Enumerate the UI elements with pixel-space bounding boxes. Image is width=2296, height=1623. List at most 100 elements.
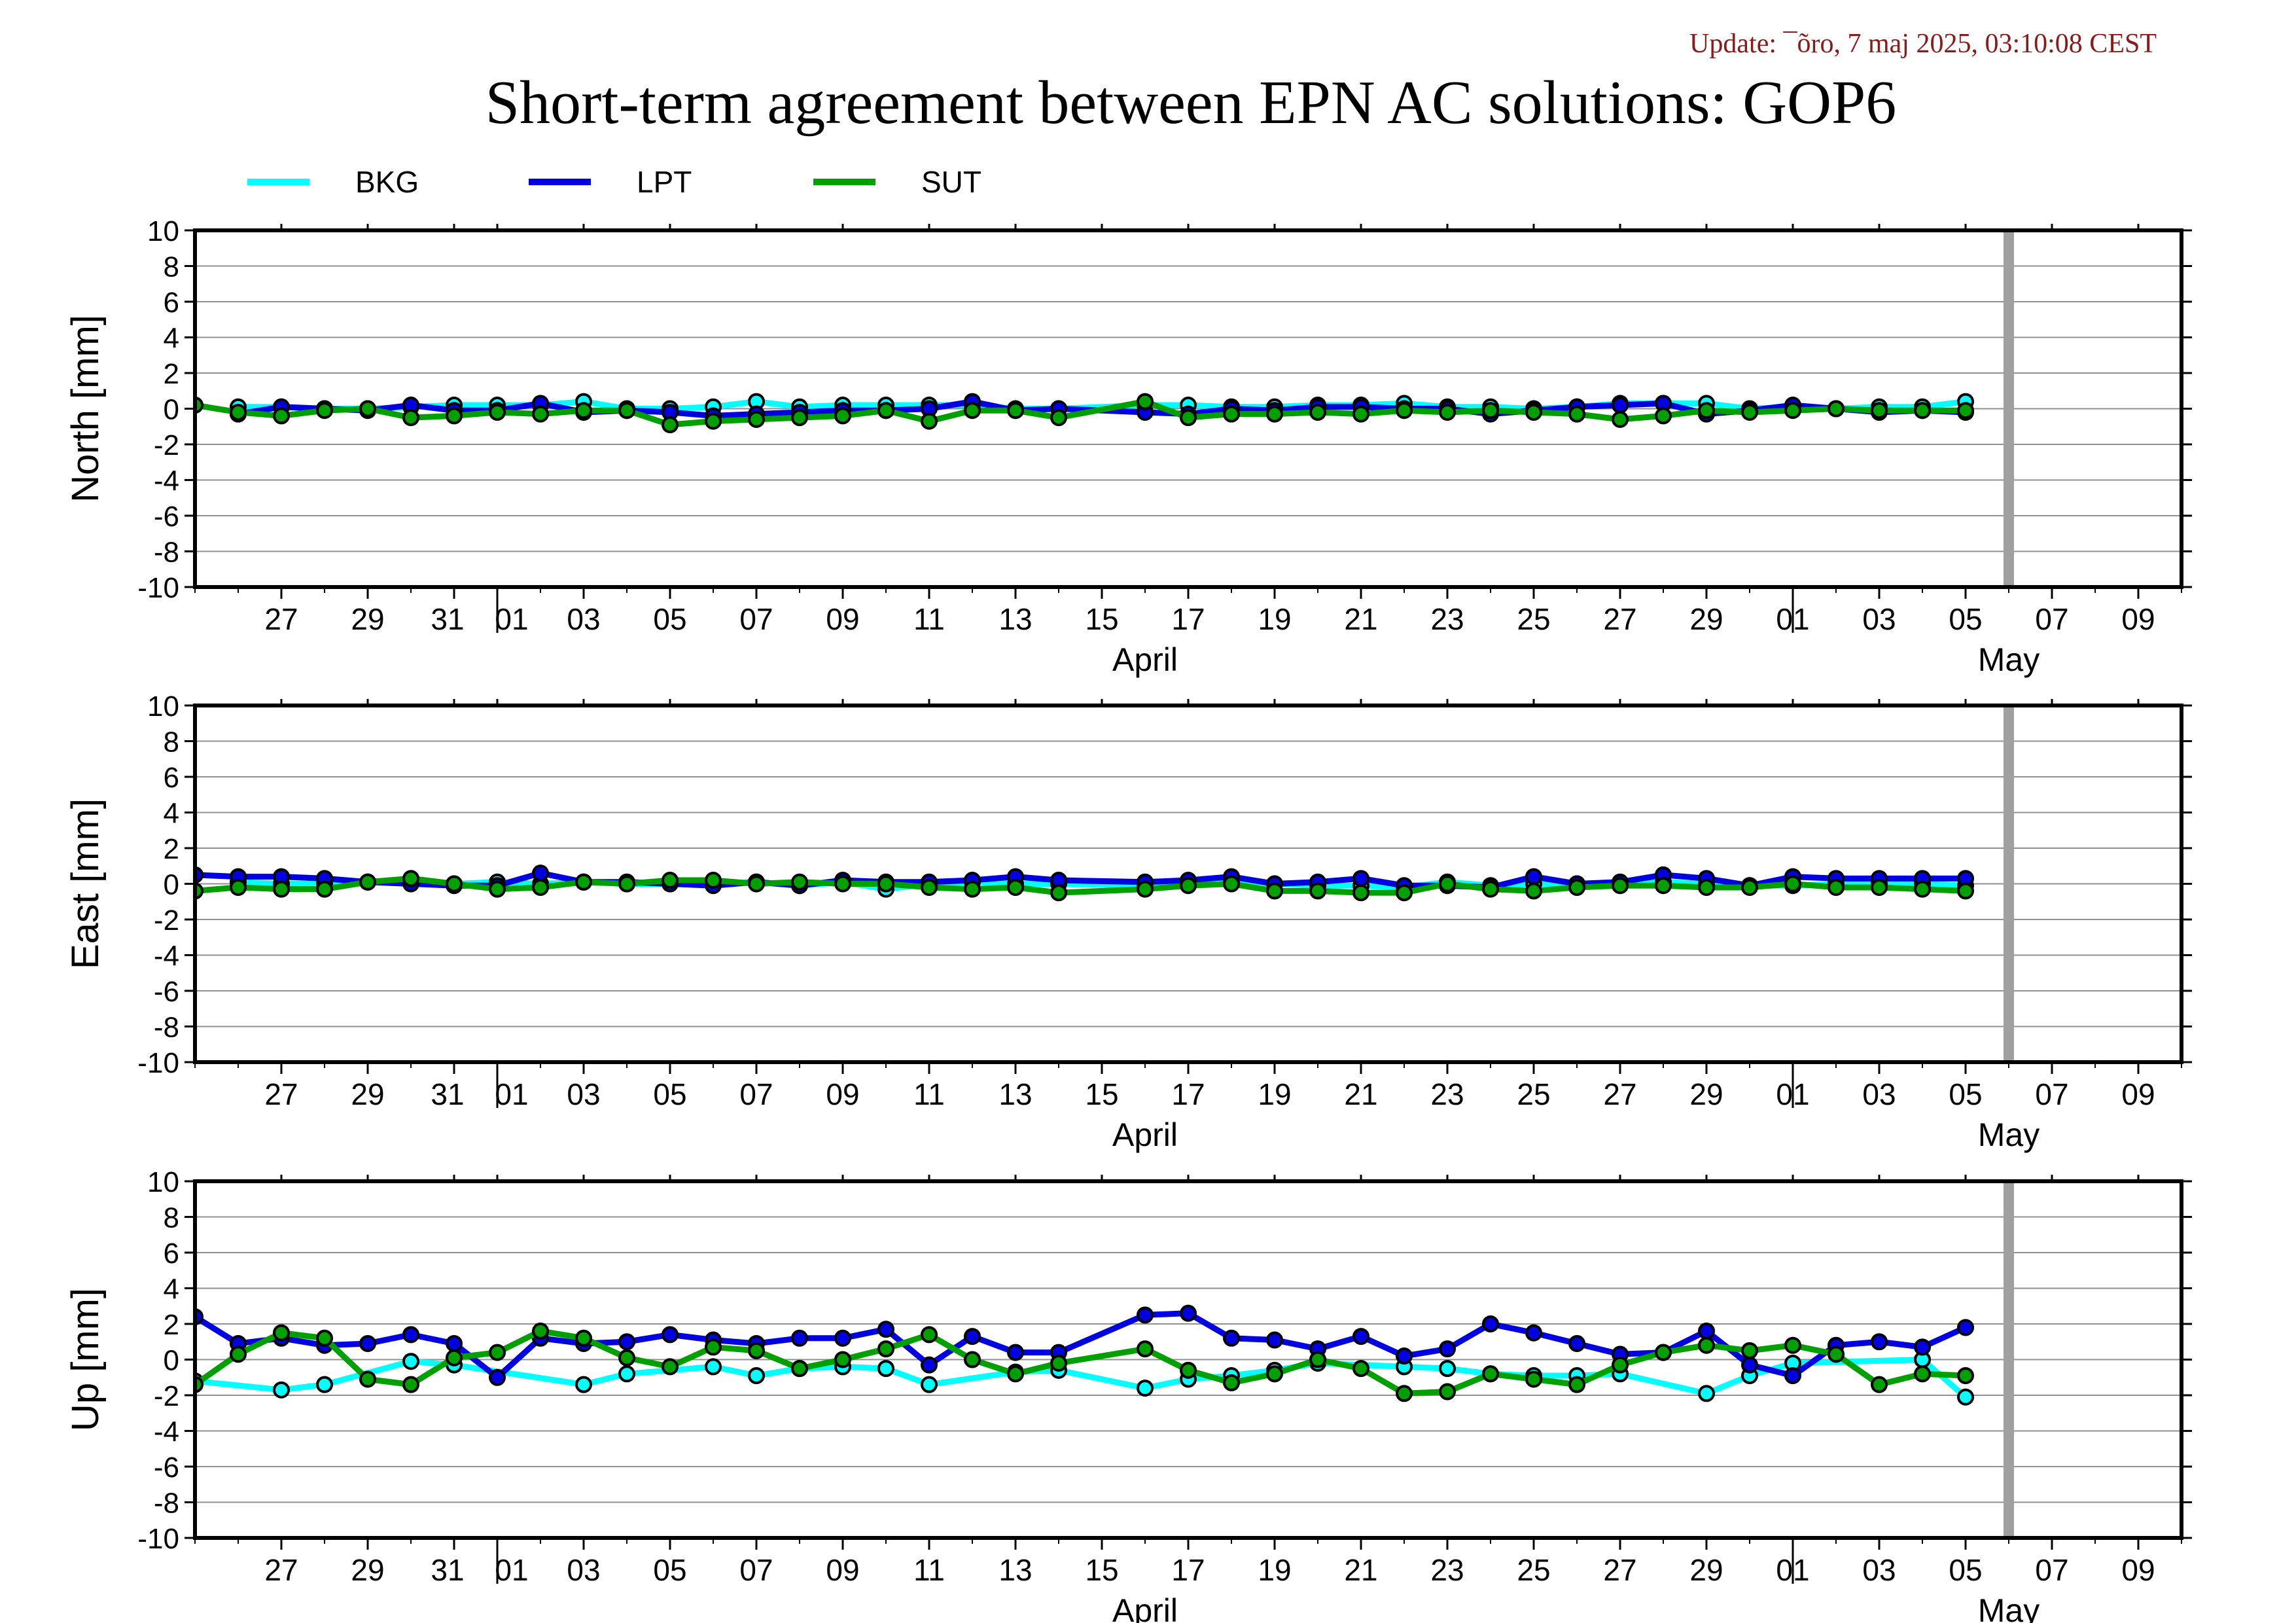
data-point-bkg [316, 1376, 333, 1393]
data-point-sut [1223, 875, 1240, 893]
data-point-sut [1137, 393, 1154, 410]
data-point-lpt [1612, 397, 1629, 414]
data-point-sut [1568, 878, 1585, 896]
x-tick-label: 25 [1517, 1553, 1550, 1587]
data-point-sut [1741, 403, 1758, 421]
data-point-sut [273, 1324, 290, 1342]
data-point-sut [1784, 402, 1801, 419]
data-point-sut [1352, 1360, 1369, 1378]
data-point-sut [1784, 1336, 1801, 1354]
x-tick-label: 09 [2121, 602, 2155, 636]
data-point-sut [618, 402, 635, 419]
x-tick-label: 11 [913, 1077, 945, 1111]
x-tick-label: 27 [264, 1077, 298, 1111]
data-point-sut [1612, 410, 1629, 428]
x-tick-label: 07 [2035, 1553, 2068, 1587]
data-point-lpt [1482, 1315, 1499, 1332]
data-point-sut [1828, 1346, 1845, 1363]
data-point-sut [316, 1329, 333, 1347]
data-point-sut [1871, 402, 1888, 419]
data-point-bkg [402, 1353, 419, 1370]
y-tick-label: -2 [154, 429, 179, 461]
data-point-sut [877, 875, 894, 893]
data-point-bkg [618, 1365, 635, 1383]
y-tick-label: 6 [164, 762, 179, 794]
data-point-sut [1525, 882, 1542, 900]
x-tick-label: 03 [567, 1553, 600, 1587]
data-point-sut [1612, 877, 1629, 895]
x-tick-label: 13 [998, 602, 1032, 636]
data-point-sut [1568, 1376, 1585, 1393]
data-point-sut [1698, 402, 1715, 419]
y-tick-label: -10 [137, 1047, 179, 1079]
data-point-sut [575, 1329, 592, 1347]
y-tick-label: -6 [154, 976, 179, 1008]
x-tick-label: 05 [1949, 1553, 1982, 1587]
data-point-sut [964, 880, 981, 898]
chart-title: Short-term agreement between EPN AC solu… [486, 69, 1897, 137]
data-point-sut [921, 1326, 938, 1344]
data-point-sut [1439, 875, 1456, 893]
y-tick-label: 2 [164, 833, 179, 865]
x-tick-label: 03 [567, 1077, 600, 1111]
y-tick-label: 0 [164, 1345, 179, 1377]
data-point-sut [1698, 878, 1715, 896]
y-tick-label: 2 [164, 1309, 179, 1341]
data-point-sut [1007, 402, 1024, 419]
y-tick-label: 0 [164, 394, 179, 426]
data-point-sut [662, 872, 679, 889]
y-tick-label: -6 [154, 501, 179, 533]
x-tick-label: 27 [1603, 602, 1636, 636]
data-point-lpt [1698, 1322, 1715, 1340]
data-point-sut [1482, 402, 1499, 419]
data-point-sut [1914, 402, 1931, 419]
data-point-lpt [1871, 1333, 1888, 1351]
x-tick-label: 25 [1517, 602, 1550, 636]
x-tick-label: 01 [495, 602, 528, 636]
data-point-sut [1223, 405, 1240, 423]
x-tick-label: 03 [1862, 602, 1896, 636]
data-point-lpt [446, 1334, 463, 1352]
data-point-sut [1914, 880, 1931, 898]
data-point-sut [834, 407, 851, 425]
data-point-lpt [964, 1328, 981, 1346]
plot-frame [193, 228, 2183, 589]
data-point-sut [1309, 1351, 1326, 1368]
data-point-sut [705, 872, 722, 889]
data-point-sut [489, 1344, 506, 1361]
x-tick-label: 07 [739, 1553, 773, 1587]
x-tick-label: 03 [1862, 1077, 1896, 1111]
x-tick-label: 27 [1603, 1077, 1636, 1111]
data-point-lpt [1957, 1319, 1974, 1336]
x-tick-label: 01 [495, 1077, 528, 1111]
y-tick-label: 8 [164, 726, 179, 758]
x-tick-label: 11 [913, 1553, 945, 1587]
data-point-lpt [1396, 1347, 1413, 1365]
data-point-sut [1828, 400, 1845, 418]
y-tick-label: 2 [164, 358, 179, 390]
data-point-sut [402, 870, 419, 887]
x-tick-label: 21 [1344, 1553, 1377, 1587]
data-point-sut [1568, 405, 1585, 423]
data-point-lpt [402, 1326, 419, 1344]
x-tick-label: 27 [1603, 1553, 1636, 1587]
data-point-sut [230, 1346, 247, 1363]
data-point-bkg [705, 1358, 722, 1376]
data-point-sut [662, 1358, 679, 1376]
x-tick-label: 05 [653, 1553, 686, 1587]
data-point-sut [446, 875, 463, 893]
y-tick-label: -4 [154, 1416, 179, 1448]
y-tick-label: -10 [137, 1523, 179, 1555]
x-tick-label: 07 [2035, 602, 2068, 636]
data-point-lpt [1439, 1340, 1456, 1358]
data-point-sut [877, 1340, 894, 1358]
data-point-sut [1957, 402, 1974, 419]
data-point-sut [705, 412, 722, 430]
data-point-lpt [1007, 1344, 1024, 1361]
x-tick-label: 05 [1949, 602, 1982, 636]
data-point-lpt [1223, 1329, 1240, 1347]
x-tick-label: 03 [1862, 1553, 1896, 1587]
data-point-sut [1396, 1385, 1413, 1402]
x-tick-label: 17 [1171, 1077, 1205, 1111]
